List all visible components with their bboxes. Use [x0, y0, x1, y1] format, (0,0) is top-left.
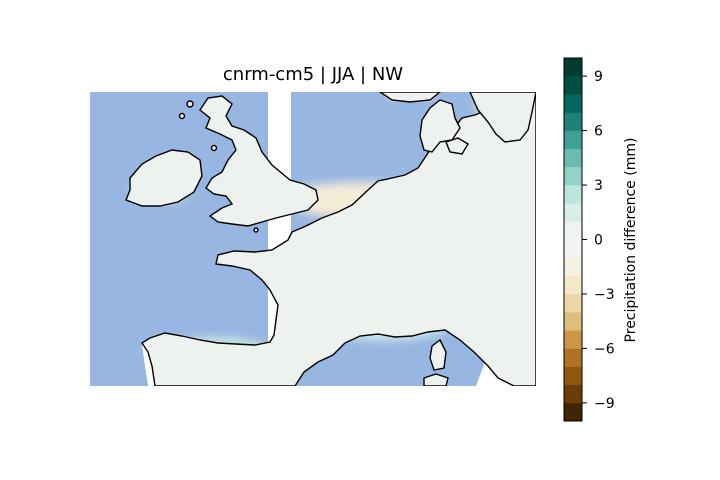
colorbar-segment	[564, 312, 582, 331]
colorbar-tick-label: 9	[594, 69, 603, 85]
colorbar-tick-label: −9	[594, 396, 615, 412]
colorbar-segment	[564, 221, 582, 240]
colorbar-segment	[564, 366, 582, 385]
colorbar-tick-label: 6	[594, 124, 603, 140]
colorbar: 9 6 3 0 −3 −6 −9	[563, 57, 615, 422]
colorbar-label: Precipitation difference (mm)	[623, 137, 639, 343]
colorbar-segment	[564, 257, 582, 277]
map-title: cnrm-cm5 | JJA | NW	[222, 64, 404, 85]
colorbar-tick-label: 0	[594, 233, 603, 249]
colorbar-segment	[564, 203, 582, 222]
colorbar-segment	[564, 402, 582, 422]
colorbar-tick-label: −3	[594, 287, 615, 303]
colorbar-segment	[564, 112, 582, 131]
colorbar-segment	[564, 275, 582, 295]
colorbar-segment	[564, 330, 582, 349]
colorbar-tick-label: −6	[594, 341, 615, 357]
colorbar-segment	[564, 58, 582, 77]
colorbar-segment	[564, 239, 582, 258]
colorbar-tick-label: 3	[594, 178, 603, 194]
colorbar-segment	[564, 166, 582, 186]
colorbar-segment	[564, 94, 582, 113]
colorbar-segment	[564, 130, 582, 150]
colorbar-segment	[564, 348, 582, 367]
colorbar-segment	[564, 293, 582, 313]
colorbar-segment	[564, 76, 582, 95]
colorbar-segment	[564, 148, 582, 168]
colorbar-segment	[564, 185, 582, 204]
colorbar-segment	[564, 384, 582, 404]
